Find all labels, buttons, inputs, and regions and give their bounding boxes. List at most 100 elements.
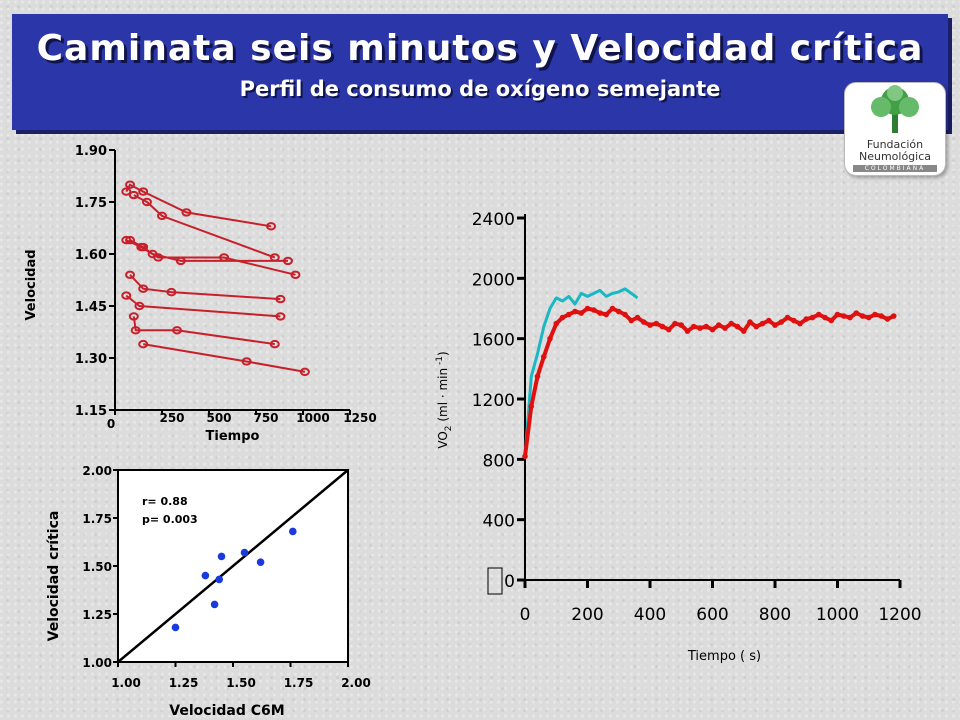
- logo-line-2: Neumológica: [858, 150, 932, 163]
- chart3-data-point: [659, 323, 666, 330]
- chart1-series-curve: [125, 239, 296, 276]
- chart1-data-point: [290, 270, 301, 279]
- chart3-data-point: [690, 323, 697, 330]
- chart2-annotation-r: r= 0.88: [142, 495, 188, 508]
- chart1-data-point: [138, 284, 149, 293]
- chart1-y-tick-label: 1.90: [75, 144, 107, 159]
- chart1-data-point: [181, 208, 192, 217]
- logo-line-3: COLOMBIANA: [853, 165, 937, 172]
- chart3-data-point: [528, 403, 535, 410]
- chart1-data-point: [299, 367, 310, 377]
- chart1-series-curve: [125, 294, 281, 318]
- chart3-data-point: [734, 323, 741, 330]
- chart3-data-point: [722, 325, 728, 331]
- chart3-data-point: [803, 316, 810, 322]
- chart1-x-label: Tiempo: [206, 429, 260, 444]
- chart3-zero-box: [487, 567, 503, 595]
- chart1-data-point: [141, 197, 152, 207]
- chart1-x-tick-label: 500: [206, 411, 231, 425]
- chart3-data-point: [778, 319, 785, 325]
- chart3-x-tick-label: 400: [634, 605, 666, 625]
- chart3-series-line-cyan: [523, 287, 639, 457]
- chart3-x-label: Tiempo ( s): [687, 649, 761, 664]
- chart2-y-label: Velocidad crítica: [46, 511, 62, 642]
- chart3-data-point: [622, 311, 628, 318]
- chart3-series-line-red: [523, 306, 895, 457]
- chart3-y-label-sup: -1: [435, 356, 445, 368]
- chart1-data-point: [275, 312, 286, 321]
- chart1-y-label: Velocidad: [24, 249, 39, 320]
- chart3-data-point: [565, 311, 572, 318]
- chart1-data-point: [125, 270, 136, 279]
- chart3-data-point: [678, 322, 685, 328]
- chart1-data-point: [153, 253, 164, 262]
- chart3-data-point: [797, 320, 803, 327]
- chart3-data-point: [840, 313, 847, 319]
- chart2-y-tick-label: 1.00: [82, 656, 112, 670]
- chart3-data-point: [809, 314, 816, 321]
- chart1-y-tick-label: 1.60: [75, 248, 107, 263]
- chart3-data-point: [534, 373, 541, 380]
- chart3-data-point: [540, 353, 547, 360]
- chart3-y-tick-label: 2400: [472, 210, 515, 230]
- chart1-data-point: [138, 339, 149, 349]
- page-subtitle: Perfil de consumo de oxígeno semejante: [239, 77, 721, 101]
- chart3-data-point: [759, 320, 766, 327]
- chart3-data-point: [878, 313, 885, 319]
- chart1-data-point: [125, 235, 136, 245]
- chart3-data-point: [572, 308, 578, 315]
- chart2-y-tick-label: 1.25: [82, 608, 112, 622]
- chart3-data-point: [753, 323, 760, 330]
- chart1-data-point: [282, 256, 293, 266]
- chart3-y-label-sub: 2: [444, 425, 454, 431]
- chart3-data-point: [559, 314, 566, 321]
- chart1-y-tick-label: 1.15: [75, 404, 107, 419]
- chart3-y-tick-label: 0: [504, 572, 515, 592]
- chart3-data-point: [828, 317, 835, 324]
- chart3-y-tick-label: 400: [483, 512, 515, 532]
- chart1-series-curve: [129, 274, 281, 301]
- chart3-data-point: [884, 316, 891, 322]
- chart3-data-point: [665, 326, 672, 333]
- chart2-data-point: [256, 558, 265, 566]
- chart3-x-tick-label: 0: [520, 605, 531, 625]
- chart2-x-tick-label: 1.50: [226, 676, 256, 690]
- fundacion-logo: Fundación Neumológica COLOMBIANA: [844, 82, 946, 176]
- chart3-data-point: [747, 319, 753, 325]
- chart1-data-point: [157, 211, 167, 221]
- chart2-data-point: [217, 552, 226, 561]
- chart2-annotation-p: p= 0.003: [142, 513, 198, 526]
- chart3-data-point: [709, 326, 716, 333]
- chart3-data-point: [740, 328, 747, 334]
- chart1-data-point: [125, 180, 136, 189]
- chart3-data-point: [653, 320, 660, 327]
- chart3-data-point: [584, 305, 591, 312]
- chart3-data-point: [703, 323, 710, 330]
- chart3-y-label-close: ): [436, 351, 450, 356]
- chart3-x-tick-label: 1000: [816, 605, 859, 625]
- chart3-x-tick-label: 600: [696, 605, 728, 625]
- chart3-y-tick-label: 2000: [472, 270, 515, 290]
- chart3-data-point: [765, 317, 772, 324]
- chart3-data-point: [615, 308, 622, 315]
- chart2-data-point: [240, 548, 249, 557]
- chart2-x-tick-label: 1.00: [111, 676, 141, 690]
- chart1-data-point: [128, 312, 139, 321]
- chart3-data-point: [628, 317, 635, 324]
- chart3-y-label-units: (ml · min: [436, 368, 450, 426]
- chart2-x-tick-label: 1.25: [169, 676, 199, 690]
- chart3-y-label-main: VO: [436, 431, 450, 448]
- chart2-x-tick-label: 2.00: [341, 676, 371, 690]
- chart2-data-point: [215, 575, 223, 584]
- chart3-x-tick-label: 800: [759, 605, 791, 625]
- title-banner: Caminata seis minutos y Velocidad crític…: [12, 14, 948, 130]
- tree-icon: [871, 85, 919, 133]
- chart1-series-curve: [132, 316, 275, 346]
- chart3-data-point: [815, 311, 822, 318]
- chart3-data-point: [647, 322, 653, 328]
- chart1-x-tick-label: 0: [107, 417, 115, 431]
- chart3-data-point: [640, 319, 647, 325]
- chart3-data-point: [715, 322, 722, 328]
- chart3-y-tick-label: 800: [483, 451, 515, 471]
- chart2-y-tick-label: 2.00: [82, 464, 112, 478]
